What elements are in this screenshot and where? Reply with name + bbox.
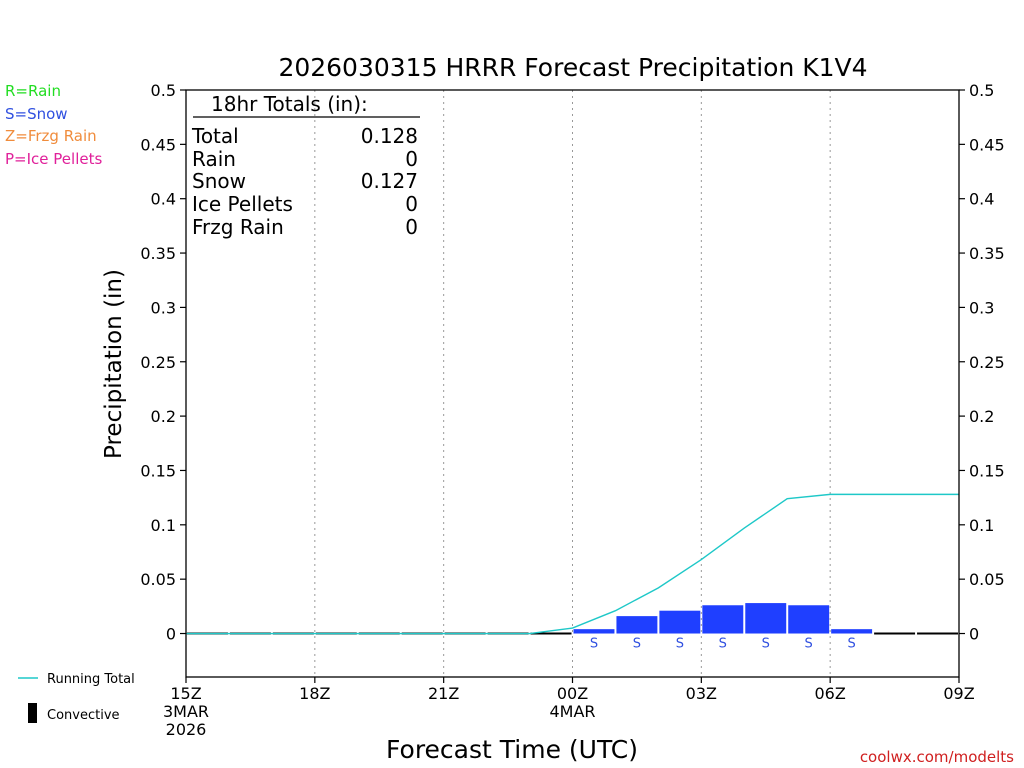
precip-bar-h10: [573, 629, 615, 634]
y-tick-label-right-1: 0.45: [969, 135, 1005, 154]
ptype-legend-snow: S=Snow: [5, 105, 68, 123]
running-total-legend-label: Running Total: [47, 672, 135, 687]
totals-frzg-rain-label: Frzg Rain: [192, 215, 284, 239]
y-tick-label-left-7: 0.15: [140, 461, 176, 480]
totals-box: 18hr Totals (in): Total 0.128 Rain 0 Sno…: [191, 92, 420, 239]
y-tick-label-right-3: 0.35: [969, 244, 1005, 263]
y-tick-label-left-9: 0.05: [140, 570, 176, 589]
x-axis-label: Forecast Time (UTC): [386, 735, 638, 764]
x-tick-label-4-0: 03Z: [686, 684, 717, 703]
x-tick-label-6-0: 09Z: [943, 684, 974, 703]
y-tick-label-left-2: 0.4: [151, 190, 176, 209]
ptype-legend-ice-pellets: P=Ice Pellets: [5, 150, 102, 168]
x-tick-label-3-1: 4MAR: [549, 702, 595, 721]
precip-bar-h15: [788, 605, 830, 634]
y-tick-label-right-0: 0.5: [969, 81, 994, 100]
precip-bar-h12: [659, 610, 701, 634]
ptype-marker-h11: S: [633, 637, 641, 652]
totals-header: 18hr Totals (in):: [211, 92, 368, 116]
x-tick-label-0-1: 3MAR: [163, 702, 209, 721]
y-tick-label-right-2: 0.4: [969, 190, 994, 209]
totals-total-label: Total: [191, 124, 239, 148]
y-tick-label-right-9: 0.05: [969, 570, 1005, 589]
y-tick-label-left-3: 0.35: [140, 244, 176, 263]
convective-legend-label: Convective: [47, 708, 120, 723]
ptype-legend-frzg-rain: Z=Frzg Rain: [5, 127, 97, 145]
totals-ice-pellets-value: 0: [405, 192, 418, 216]
totals-rain-value: 0: [405, 147, 418, 171]
y-tick-label-right-5: 0.25: [969, 353, 1005, 372]
y-tick-label-left-5: 0.25: [140, 353, 176, 372]
totals-rain-label: Rain: [192, 147, 236, 171]
y-tick-label-left-1: 0.45: [140, 135, 176, 154]
totals-snow-value: 0.127: [361, 169, 418, 193]
y-tick-label-right-8: 0.1: [969, 516, 994, 535]
ptype-marker-h14: S: [762, 637, 770, 652]
ptype-legend-rain: R=Rain: [5, 82, 61, 100]
y-tick-label-left-6: 0.2: [151, 407, 176, 426]
y-tick-label-right-4: 0.3: [969, 298, 994, 317]
convective-legend-swatch: [28, 703, 37, 723]
precip-bar-h16: [831, 629, 873, 634]
x-tick-label-0-0: 15Z: [170, 684, 201, 703]
precip-bar-h11: [616, 616, 658, 634]
ptype-marker-h12: S: [676, 637, 684, 652]
totals-total-value: 0.128: [361, 124, 418, 148]
precip-bar-h14: [745, 603, 787, 634]
gridlines: [314, 90, 831, 677]
y-tick-label-left-0: 0.5: [151, 81, 176, 100]
ptype-marker-h15: S: [805, 637, 813, 652]
site-credit: coolwx.com/modelts: [860, 748, 1014, 766]
ptype-marker-h16: S: [848, 637, 856, 652]
y-tick-label-right-7: 0.15: [969, 461, 1005, 480]
series-legend: Running Total Convective: [18, 672, 135, 723]
x-tick-label-1-0: 18Z: [299, 684, 330, 703]
ptype-marker-h10: S: [590, 637, 598, 652]
running-total-line: [186, 493, 959, 635]
y-tick-label-left-8: 0.1: [151, 516, 176, 535]
x-tick-label-2-0: 21Z: [428, 684, 459, 703]
ptype-marker-h13: S: [719, 637, 727, 652]
totals-snow-label: Snow: [192, 169, 246, 193]
x-tick-label-5-0: 06Z: [815, 684, 846, 703]
y-tick-label-left-4: 0.3: [151, 298, 176, 317]
y-tick-label-right-6: 0.2: [969, 407, 994, 426]
chart-title: 2026030315 HRRR Forecast Precipitation K…: [278, 53, 867, 82]
x-tick-label-0-2: 2026: [166, 720, 207, 739]
totals-ice-pellets-label: Ice Pellets: [192, 192, 293, 216]
y-axis-label: Precipitation (in): [101, 269, 127, 459]
x-tick-label-3-0: 00Z: [557, 684, 588, 703]
totals-frzg-rain-value: 0: [405, 215, 418, 239]
y-axis-ticks: 0.5 0.5 0.45 0.45 0.4 0.4 0.35 0.35 0.3 0.3 0.25 0.…: [140, 81, 1004, 644]
ptype-legend: R=Rain S=Snow Z=Frzg Rain P=Ice Pellets: [5, 82, 102, 168]
precip-bar-h13: [702, 605, 744, 634]
y-tick-label-left-10: 0: [166, 625, 176, 644]
y-tick-label-right-10: 0: [969, 625, 979, 644]
